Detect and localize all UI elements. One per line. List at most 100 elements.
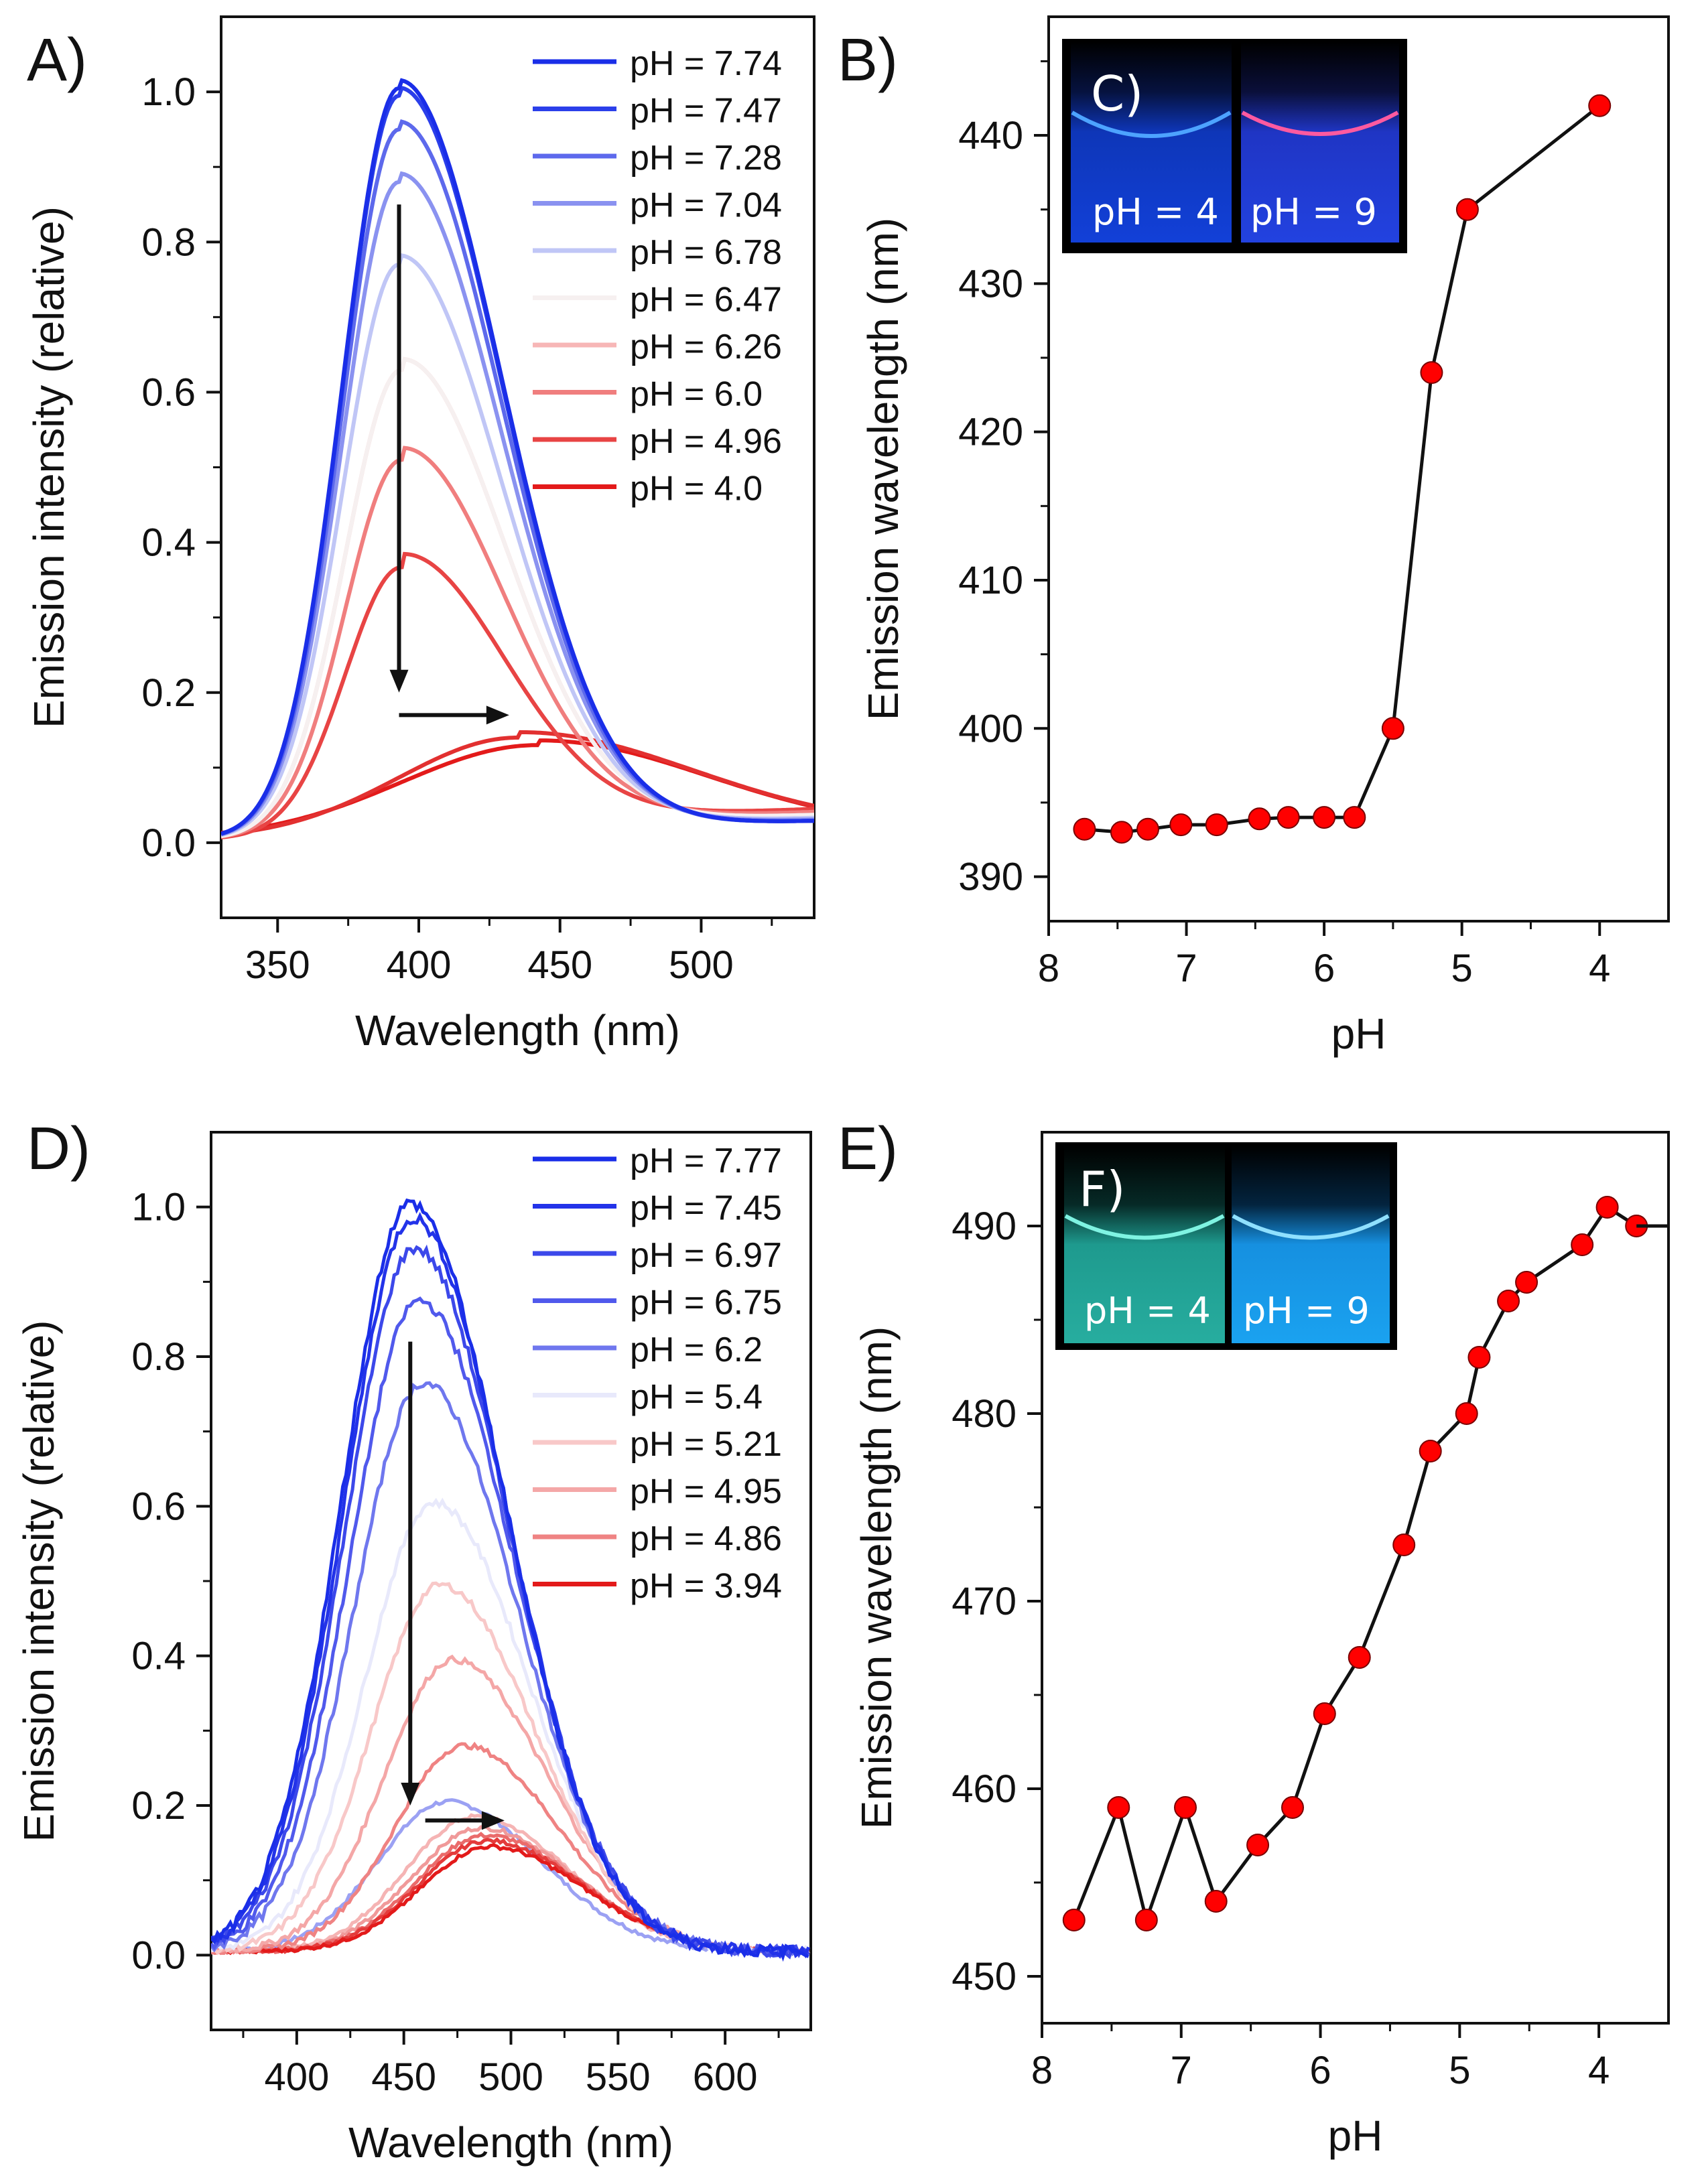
inset-c-left-text: pH = 4 — [1092, 191, 1219, 233]
spectrum-line — [211, 1798, 809, 1956]
panel-label-b: B) — [838, 27, 898, 94]
chart-e-emission-wavelength: 8 7 6 5 4 450 460 470 480 490 pH Emission wavelengt… — [852, 1131, 1670, 2160]
data-point — [1110, 821, 1133, 844]
y-tick-label: 400 — [958, 707, 1023, 750]
legend-label: pH = 7.77 — [630, 1142, 782, 1180]
spectrum-line — [221, 730, 814, 837]
data-point — [1276, 806, 1300, 829]
x-tick-label: 7 — [1171, 2049, 1192, 2092]
legend-label: pH = 6.75 — [630, 1284, 782, 1322]
y-tick-label: 1.0 — [141, 70, 196, 114]
data-point — [1174, 1796, 1197, 1819]
data-point — [1313, 1702, 1336, 1725]
data-point — [1169, 813, 1193, 837]
arrow-down-a-head — [389, 669, 409, 693]
data-point — [1205, 813, 1228, 837]
legend-label: pH = 7.74 — [630, 44, 782, 83]
y-axis-label: Emission wavelength (nm) — [852, 1326, 901, 1830]
legend-label: pH = 6.0 — [630, 375, 763, 414]
data-point — [1595, 1196, 1619, 1219]
inset-f-left-text: pH = 4 — [1084, 1290, 1211, 1332]
data-point — [1343, 806, 1366, 829]
y-tick-label: 0.8 — [141, 220, 196, 264]
legend-label: pH = 6.78 — [630, 233, 782, 272]
data-point — [1455, 1402, 1478, 1425]
meniscus-f-left — [1064, 1214, 1225, 1240]
data-point — [1073, 817, 1096, 841]
x-tick-label: 7 — [1175, 947, 1197, 990]
y-tick-label: 0.4 — [141, 521, 196, 565]
legend-label: pH = 6.26 — [630, 328, 782, 366]
data-point — [1134, 1909, 1158, 1931]
data-point — [1588, 94, 1612, 117]
data-point — [1313, 806, 1336, 829]
legend-label: pH = 7.45 — [630, 1189, 782, 1228]
y-tick-label: 440 — [958, 114, 1023, 157]
series-group-a — [221, 78, 814, 839]
arrow-right-a-head — [486, 705, 509, 725]
legend-label: pH = 4.95 — [630, 1473, 782, 1511]
vial-ph4-c — [1071, 42, 1232, 243]
legend-label: pH = 4.86 — [630, 1519, 782, 1558]
meniscus-c-right — [1241, 111, 1399, 136]
legend-label: pH = 7.47 — [630, 92, 782, 131]
data-point — [1348, 1646, 1371, 1669]
data-point — [1455, 198, 1479, 221]
y-tick-label: 480 — [952, 1392, 1017, 1436]
spectrum-line — [211, 1198, 809, 1962]
spectrum-line — [211, 1381, 809, 1959]
x-axis-label: pH — [1328, 2112, 1383, 2160]
x-tick-label: 550 — [586, 2055, 651, 2099]
chart-b-emission-wavelength: 8 7 6 5 4 390 400 410 420 430 440 pH Emission wavele… — [859, 15, 1670, 1058]
legend-label: pH = 7.28 — [630, 139, 782, 178]
y-tick-label: 460 — [952, 1767, 1017, 1811]
x-tick-label: 5 — [1449, 2049, 1470, 2092]
x-tick-label: 5 — [1451, 947, 1473, 990]
y-tick-label: 430 — [958, 262, 1023, 305]
x-axis-label: Wavelength (nm) — [348, 2118, 673, 2167]
x-tick-label: 500 — [478, 2055, 543, 2099]
plot-frame — [1041, 1131, 1670, 2025]
y-tick-label: 0.4 — [131, 1635, 186, 1678]
x-tick-label: 8 — [1031, 2049, 1053, 2092]
panel-label-e: E) — [838, 1115, 898, 1182]
y-tick-label: 0.2 — [131, 1784, 186, 1828]
data-point — [1419, 1440, 1442, 1462]
x-tick-label: 8 — [1038, 947, 1059, 990]
chart-a-emission-spectra: 350 400 450 500 0.0 0.2 0.4 0.6 0.8 1.0 Wavelength… — [25, 15, 815, 1054]
y-tick-label: 0.2 — [141, 671, 196, 715]
data-point — [1136, 817, 1159, 841]
y-tick-label: 0.6 — [141, 370, 196, 414]
spectrum-line — [221, 551, 814, 839]
plot-frame — [1047, 15, 1670, 923]
inset-f-photo: F) pH = 4 pH = 9 — [1055, 1142, 1397, 1350]
x-tick-label: 400 — [264, 2055, 329, 2099]
vial-ph4-f — [1064, 1146, 1225, 1343]
inset-c-photo: C) pH = 4 pH = 9 — [1062, 39, 1407, 253]
data-point — [1467, 1346, 1491, 1369]
data-point — [1420, 361, 1443, 385]
y-axis-label: Emission intensity (relative) — [15, 1320, 63, 1842]
legend-label: pH = 5.21 — [630, 1425, 782, 1464]
y-tick-label: 470 — [952, 1580, 1017, 1623]
data-point — [1204, 1890, 1228, 1913]
y-tick-label: 390 — [958, 856, 1023, 899]
legend-label: pH = 3.94 — [630, 1567, 782, 1606]
legend-label: pH = 4.0 — [630, 470, 763, 508]
y-tick-label: 410 — [958, 559, 1023, 602]
data-point — [1281, 1796, 1304, 1819]
x-tick-label: 450 — [527, 943, 592, 987]
data-point — [1392, 1533, 1416, 1556]
data-point — [1248, 807, 1271, 831]
data-point — [1107, 1796, 1130, 1819]
x-axis-label: pH — [1331, 1010, 1386, 1058]
legend-d: pH = 7.77 pH = 7.45 pH = 6.97 pH = 6.75 pH =… — [533, 1142, 782, 1606]
x-tick-label: 6 — [1313, 947, 1335, 990]
data-point — [1515, 1271, 1539, 1294]
spectrum-line — [221, 356, 814, 839]
inset-f-label: F) — [1079, 1161, 1126, 1217]
meniscus-c-left — [1071, 111, 1232, 138]
x-axis-label: Wavelength (nm) — [355, 1006, 680, 1054]
data-point — [1497, 1290, 1520, 1312]
